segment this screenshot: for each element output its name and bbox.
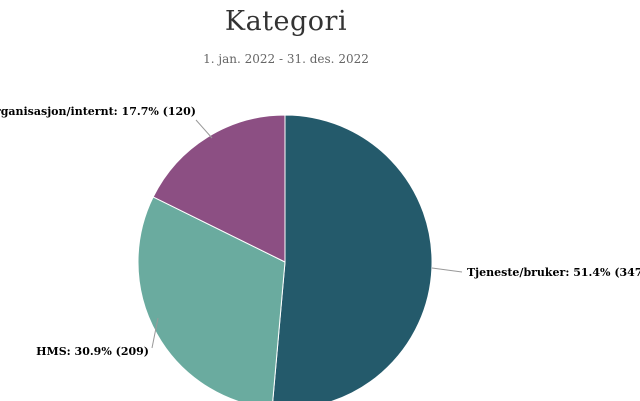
pie-slice-hms[interactable] (137, 196, 286, 401)
slice-label-hms: HMS: 30.9% (209) (36, 345, 149, 358)
pie-slice-organisasjon-internt[interactable] (152, 114, 286, 263)
label-connector (195, 119, 213, 139)
label-connector (431, 267, 463, 273)
slice-label-tjeneste-bruker: Tjeneste/bruker: 51.4% (347) (467, 266, 640, 279)
chart-title: Kategori (224, 6, 348, 37)
slice-label-organisasjon-internt: Organisasjon/internt: 17.7% (120) (0, 105, 196, 118)
pie-slice-tjeneste-bruker[interactable] (272, 114, 433, 401)
chart-subtitle: 1. jan. 2022 - 31. des. 2022 (203, 52, 369, 66)
label-connector (151, 317, 159, 349)
